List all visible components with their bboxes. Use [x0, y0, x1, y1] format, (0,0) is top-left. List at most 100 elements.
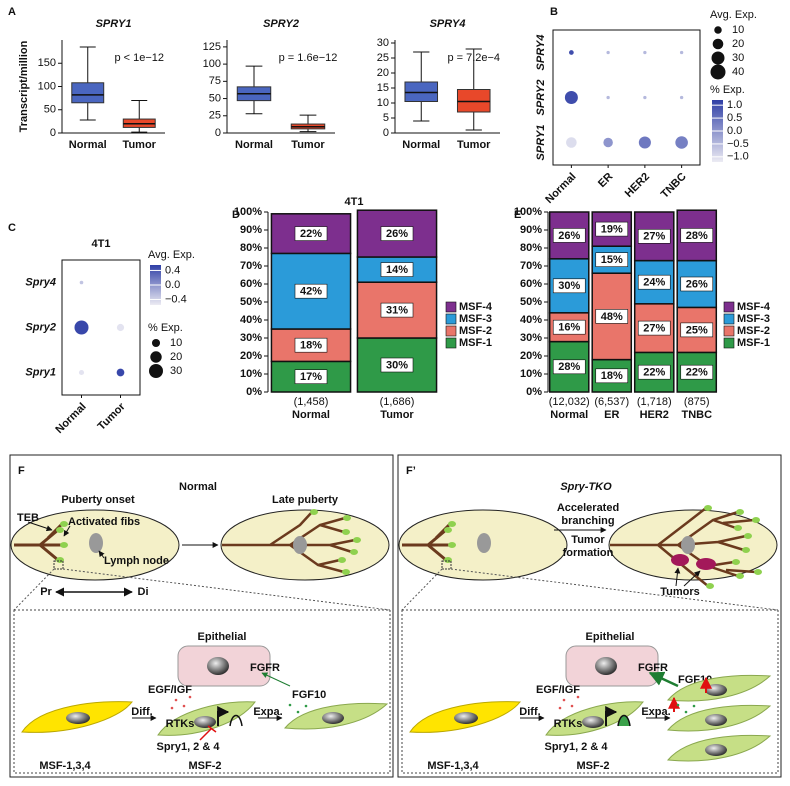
- stage-start: Puberty onset: [61, 494, 135, 506]
- lymph: Lymph node: [104, 555, 169, 567]
- size-legend-dot: [712, 38, 724, 50]
- nucleus: [194, 716, 216, 728]
- teb: [448, 521, 456, 527]
- y-tick-label: 25: [209, 110, 221, 122]
- y-tick-label: SPRY4: [535, 35, 547, 71]
- lymph-node: [477, 533, 491, 553]
- data-label: 19%: [601, 224, 623, 236]
- data-label: 18%: [601, 370, 623, 382]
- y-tick-label: 50%: [520, 296, 542, 308]
- x-tick-label: HER2: [623, 171, 652, 200]
- ligand: [576, 695, 580, 699]
- y-tick-label: 40%: [520, 314, 542, 326]
- y-tick-label: 100: [203, 58, 221, 70]
- target-cells: MSF-2: [577, 760, 610, 772]
- size-legend-title: Avg. Exp.: [710, 9, 757, 21]
- chart-title: SPRY1: [96, 18, 132, 30]
- ligand: [562, 698, 566, 702]
- pointer: [27, 521, 53, 532]
- teb: [60, 542, 68, 548]
- data-label: 26%: [558, 230, 580, 242]
- legend-label: MSF-2: [737, 325, 770, 337]
- data-label-box: [595, 309, 629, 324]
- ligand: [174, 698, 178, 702]
- dot: [606, 95, 610, 100]
- lymph-node: [681, 536, 695, 554]
- expa: Expa.: [641, 706, 670, 718]
- legend-label: MSF-1: [459, 337, 492, 349]
- x-tick-label: Normal: [69, 139, 107, 151]
- dot: [603, 137, 613, 148]
- data-label-box: [380, 357, 414, 373]
- lymph-node: [89, 533, 103, 553]
- y-tick-label: 125: [203, 41, 221, 53]
- legend-swatch: [445, 337, 457, 349]
- chart-title: 4T1: [92, 238, 111, 250]
- lymph-node: [293, 536, 307, 554]
- data-label-box: [637, 274, 671, 290]
- target-cells: MSF-2: [189, 760, 222, 772]
- size-legend-dot: [149, 364, 163, 378]
- size-legend-label: 20: [732, 38, 744, 50]
- dot: [679, 50, 684, 55]
- pointer: [63, 525, 71, 537]
- dot: [679, 95, 684, 100]
- plot-frame: [61, 259, 141, 396]
- ligand: [288, 703, 292, 707]
- color-legend-title: Avg. Exp.: [148, 249, 195, 261]
- pointer: [674, 567, 681, 587]
- dot: [675, 136, 688, 149]
- duct: [402, 522, 452, 562]
- annotation: p = 1.6e−12: [279, 52, 338, 64]
- ligand: [296, 710, 300, 714]
- data-label: 27%: [643, 231, 665, 243]
- x-tick-label: TNBC: [681, 409, 712, 421]
- ligand: [188, 695, 192, 699]
- x-tick-label: Normal: [235, 139, 273, 151]
- legend-label: MSF-2: [459, 325, 492, 337]
- y-tick-label: 60%: [240, 278, 262, 290]
- size-legend-dot: [151, 338, 161, 348]
- duct: [222, 511, 356, 574]
- count-label: (6,537): [594, 396, 629, 408]
- color-tick-label: −0.4: [165, 293, 187, 305]
- ligand: [558, 706, 562, 710]
- tumor: [696, 558, 716, 570]
- x-tick-label: Tumor: [380, 409, 414, 421]
- x-tick-label: Normal: [53, 401, 88, 436]
- y-tick-label: 10: [377, 97, 389, 109]
- teb: [742, 547, 750, 553]
- stage-end: Late puberty: [272, 494, 339, 506]
- data-label: 16%: [558, 322, 580, 334]
- teb: [353, 537, 361, 543]
- y-tick-label: 50%: [240, 296, 262, 308]
- zoom-box: [401, 609, 779, 774]
- data-label: 15%: [601, 254, 623, 266]
- y-tick-label: Spry4: [25, 276, 56, 288]
- color-tick-label: −1.0: [727, 151, 749, 163]
- nucleus: [582, 716, 604, 728]
- y-tick-label: 80%: [240, 242, 262, 254]
- note: Accelerated: [557, 502, 619, 514]
- panel-frame: [397, 454, 782, 778]
- y-tick-label: 0: [50, 127, 56, 139]
- teb: TEB: [17, 512, 39, 524]
- zoom-line: [401, 568, 443, 611]
- fgf10: FGF10: [292, 689, 326, 701]
- data-label-box: [380, 226, 414, 241]
- dot: [566, 137, 577, 148]
- teb: [754, 569, 762, 575]
- proximal: Pr: [40, 586, 52, 598]
- size-legend-dot: [711, 51, 725, 65]
- teb: [338, 557, 346, 563]
- data-label-box: [595, 368, 629, 384]
- color-tick-label: 0.0: [165, 279, 180, 291]
- pointer: [683, 570, 701, 587]
- data-label-box: [680, 228, 714, 243]
- x-tick-label: Normal: [543, 171, 578, 206]
- data-label: 18%: [300, 340, 322, 352]
- legend-label: MSF-4: [459, 301, 493, 313]
- duct: [14, 522, 64, 562]
